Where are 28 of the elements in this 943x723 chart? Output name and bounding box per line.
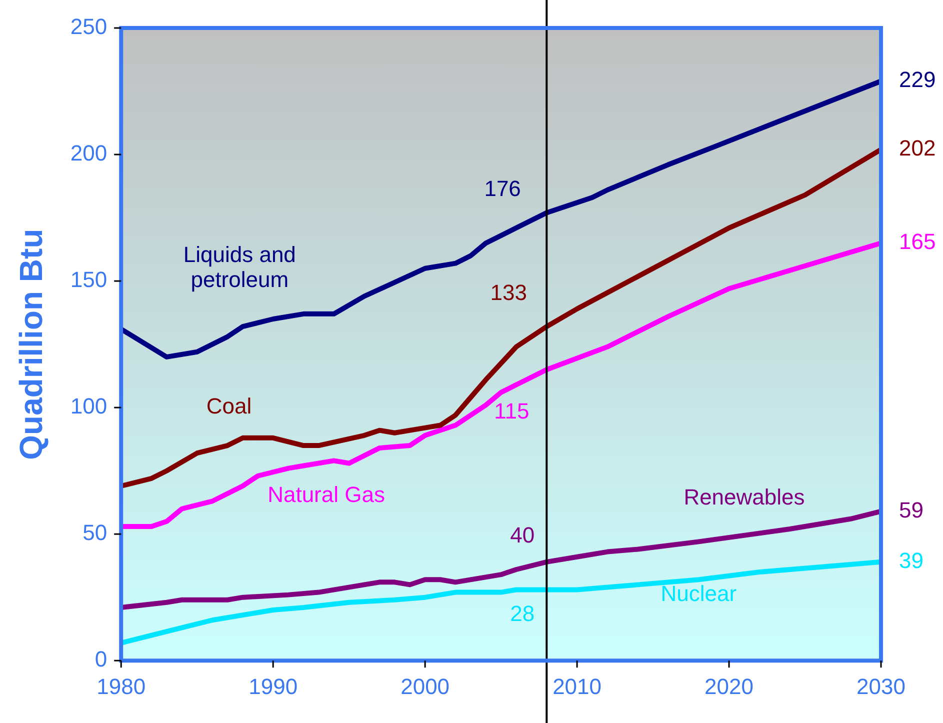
annotation: 133: [490, 280, 528, 305]
annotation: 176: [484, 176, 521, 202]
data-label: 39: [899, 548, 924, 573]
annotation: 40: [510, 522, 535, 548]
x-tick-label: 2010: [552, 674, 602, 699]
series-label: Coal: [206, 394, 252, 419]
x-tick-label: 1980: [96, 674, 146, 699]
y-tick-label: 200: [70, 140, 108, 166]
data-label: 202: [899, 136, 936, 161]
series-label: Liquids and petroleum: [183, 242, 296, 292]
series-label: Natural Gas: [268, 482, 385, 508]
series-label: Renewables: [684, 484, 805, 510]
series-label: Nuclear: [660, 580, 737, 606]
annotation: 28: [510, 601, 535, 626]
y-tick-label: 250: [70, 14, 108, 40]
x-tick-label: 1990: [248, 674, 298, 699]
data-label: 59: [899, 497, 924, 522]
data-label: 165: [899, 229, 936, 254]
y-tick-label: 50: [82, 520, 108, 546]
x-tick-label: 2000: [400, 674, 450, 699]
data-label: 229: [899, 67, 936, 92]
y-tick-label: 0: [94, 646, 108, 672]
x-tick-label: 2030: [856, 674, 906, 699]
y-tick-label: 100: [70, 394, 108, 419]
annotation: 115: [494, 398, 530, 424]
y-axis-title: Quadrillion Btu: [13, 228, 50, 460]
y-tick-label: 150: [70, 267, 108, 292]
x-tick-label: 2020: [704, 674, 754, 699]
